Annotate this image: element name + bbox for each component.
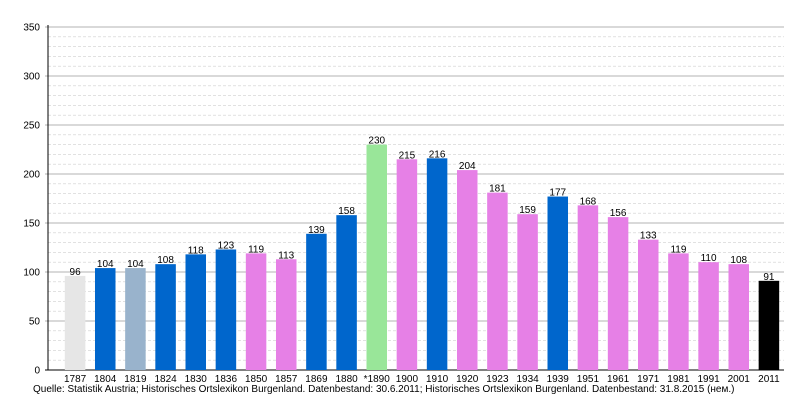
data-label: 91 xyxy=(763,272,775,283)
bar-1890 xyxy=(366,144,388,370)
bar-2001 xyxy=(728,264,750,370)
data-label: 119 xyxy=(248,244,264,255)
data-label: 216 xyxy=(429,149,446,160)
x-tick-label: *1890 xyxy=(364,374,391,385)
y-tick-label: 350 xyxy=(23,23,40,34)
data-label: 139 xyxy=(308,225,325,236)
bar-1951 xyxy=(577,205,599,370)
x-tick-label: 1850 xyxy=(245,374,268,385)
data-label: 119 xyxy=(670,244,686,255)
x-tick-label: 1934 xyxy=(516,374,539,385)
bar-1923 xyxy=(487,192,508,370)
bar-1900 xyxy=(396,159,418,370)
x-tick-label: 1939 xyxy=(547,374,570,385)
bar-1939 xyxy=(547,196,569,370)
data-label: 156 xyxy=(610,208,627,219)
data-label: 123 xyxy=(218,240,235,251)
bar-1857 xyxy=(275,259,297,370)
data-label: 133 xyxy=(640,231,657,242)
y-tick-label: 150 xyxy=(23,219,40,230)
x-tick-label: 1830 xyxy=(185,374,208,385)
data-label: 230 xyxy=(368,136,385,147)
bar-1850 xyxy=(245,253,267,370)
data-label: 168 xyxy=(580,196,597,207)
bar-1787 xyxy=(64,275,86,370)
data-label: 177 xyxy=(549,188,566,199)
bar-2011 xyxy=(758,280,780,370)
x-tick-label: 2011 xyxy=(758,374,780,385)
data-label: 204 xyxy=(459,161,476,172)
data-label: 158 xyxy=(338,206,355,217)
x-tick-label: 1923 xyxy=(486,374,509,385)
x-tick-label: 1857 xyxy=(275,374,298,385)
data-label: 181 xyxy=(489,184,506,195)
bar-1991 xyxy=(698,262,719,370)
x-tick-label: 1920 xyxy=(456,374,479,385)
data-label: 110 xyxy=(701,253,717,264)
data-label: 108 xyxy=(157,255,174,266)
x-tick-label: 1961 xyxy=(607,374,630,385)
data-label: 159 xyxy=(519,205,536,216)
bar-1869 xyxy=(306,233,327,370)
x-tick-label: 1836 xyxy=(215,374,238,385)
x-tick-label: 1910 xyxy=(426,374,449,385)
data-label: 96 xyxy=(70,267,82,278)
data-label: 104 xyxy=(97,259,114,270)
x-tick-label: 1981 xyxy=(667,374,690,385)
bar-1971 xyxy=(637,239,659,370)
y-tick-label: 300 xyxy=(23,72,40,83)
data-label: 113 xyxy=(278,250,294,261)
bar-1836 xyxy=(215,249,237,370)
bar-1934 xyxy=(517,214,538,370)
bar-1981 xyxy=(668,253,689,370)
bar-1830 xyxy=(185,254,207,370)
data-label: 108 xyxy=(730,255,747,266)
x-tick-label: 1869 xyxy=(305,374,328,385)
bar-1824 xyxy=(155,264,176,370)
bar-1880 xyxy=(336,215,357,370)
bar-1804 xyxy=(94,268,116,370)
x-tick-label: 1991 xyxy=(697,374,720,385)
data-label: 104 xyxy=(127,259,144,270)
x-tick-label: 1819 xyxy=(124,374,147,385)
y-tick-label: 200 xyxy=(23,170,40,181)
y-tick-label: 0 xyxy=(34,366,40,377)
x-tick-label: 1787 xyxy=(64,374,87,385)
x-tick-label: 1880 xyxy=(335,374,358,385)
source-note: Quelle: Statistik Austria; Historisches … xyxy=(33,384,735,395)
data-label: 118 xyxy=(188,245,204,256)
x-tick-label: 1971 xyxy=(637,374,660,385)
bar-1961 xyxy=(607,217,629,370)
x-tick-label: 2001 xyxy=(728,374,751,385)
bar-1910 xyxy=(426,158,448,370)
y-tick-label: 250 xyxy=(23,121,40,132)
data-label: 215 xyxy=(399,150,416,161)
x-tick-label: 1951 xyxy=(577,374,600,385)
bar-1920 xyxy=(456,170,478,370)
x-tick-label: 1900 xyxy=(396,374,419,385)
y-tick-label: 50 xyxy=(29,317,41,328)
x-tick-label: 1824 xyxy=(154,374,177,385)
y-tick-label: 100 xyxy=(23,268,40,279)
bar-1819 xyxy=(125,268,146,370)
x-tick-label: 1804 xyxy=(94,374,117,385)
